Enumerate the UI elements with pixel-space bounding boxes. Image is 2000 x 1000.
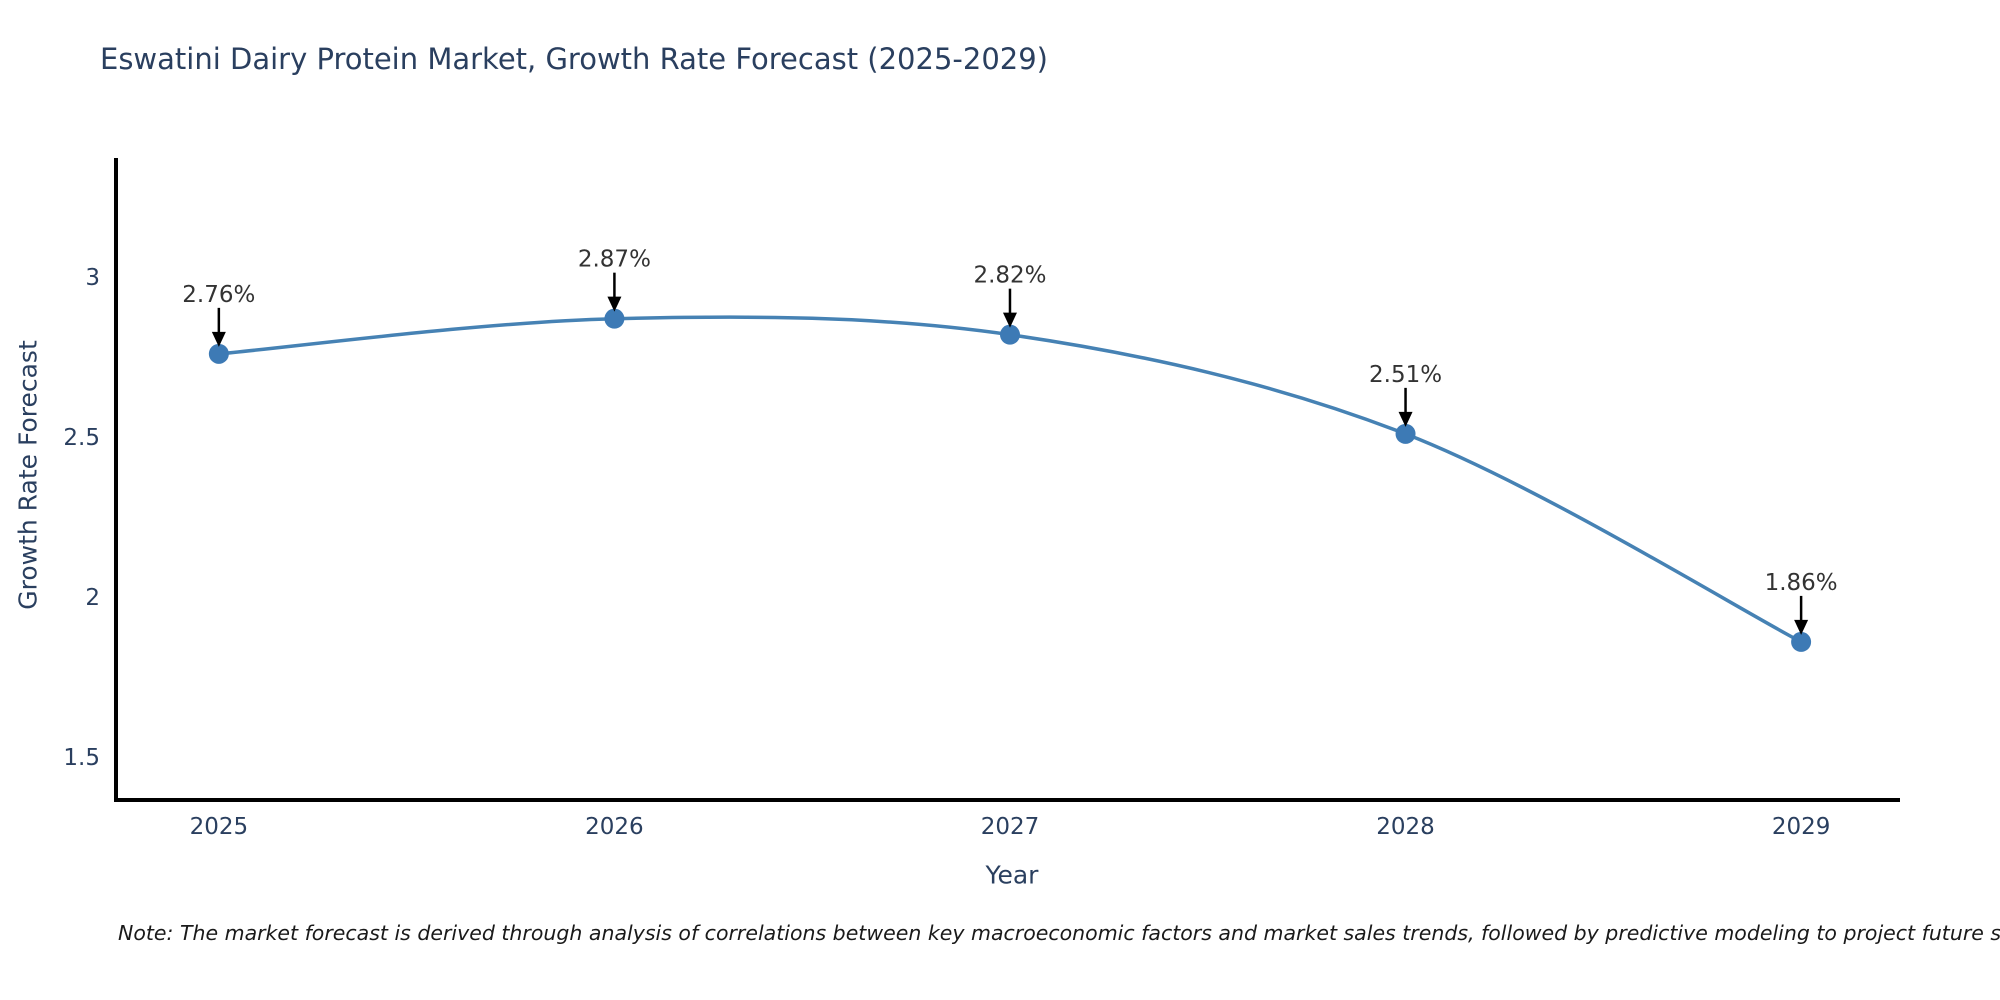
y-tick-label: 2 [85, 585, 100, 611]
forecast-line [218, 315, 1802, 644]
annotation-arrow-head [1002, 312, 1017, 328]
data-point-label: 2.82% [973, 263, 1046, 289]
data-point-marker [208, 343, 229, 364]
x-tick-label: 2025 [190, 814, 249, 840]
annotation-arrow-head [211, 331, 226, 347]
data-point-label: 1.86% [1765, 570, 1838, 596]
annotation-arrow-head [1794, 619, 1809, 635]
x-tick-label: 2029 [1772, 814, 1831, 840]
footnote: Note: The market forecast is derived thr… [118, 921, 2000, 945]
x-axis-title: Year [985, 860, 1039, 890]
chart-title: Eswatini Dairy Protein Market, Growth Ra… [100, 42, 1048, 76]
y-tick-label: 2.5 [63, 425, 100, 451]
data-point-label: 2.51% [1369, 362, 1442, 388]
annotation-arrow-head [1398, 411, 1413, 427]
y-axis-title: Growth Rate Forecast [13, 340, 43, 610]
data-point-label: 2.76% [182, 282, 255, 308]
data-point-marker [604, 308, 625, 329]
y-tick-label: 1.5 [63, 745, 100, 771]
data-point-label: 2.87% [578, 247, 651, 273]
data-point-marker [999, 324, 1020, 345]
data-point-marker [1791, 631, 1812, 652]
x-tick-label: 2026 [585, 814, 644, 840]
x-tick-label: 2028 [1376, 814, 1435, 840]
annotation-arrow-head [607, 296, 622, 312]
y-tick-label: 3 [85, 265, 100, 291]
data-point-marker [1395, 423, 1416, 444]
x-tick-label: 2027 [981, 814, 1040, 840]
